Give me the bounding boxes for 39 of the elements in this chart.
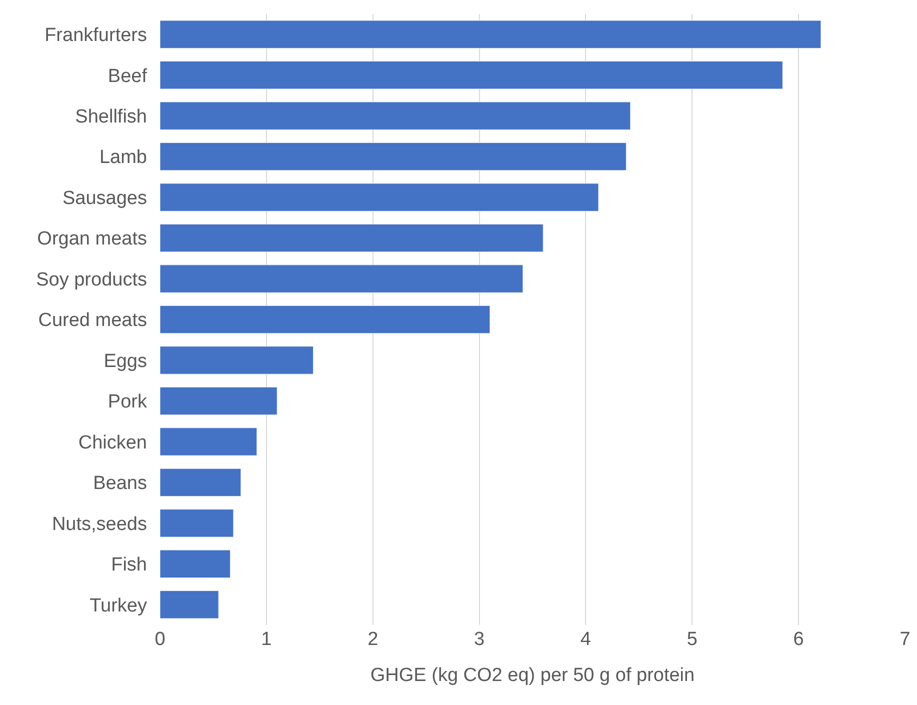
y-tick-label: Soy products — [36, 269, 147, 290]
bar — [160, 183, 599, 212]
bar — [160, 61, 783, 90]
bar — [160, 305, 490, 334]
x-tick-label: 1 — [261, 629, 272, 650]
y-tick-label: Eggs — [104, 350, 147, 372]
y-tick-label: Cured meats — [38, 310, 147, 332]
x-tick-label: 6 — [793, 629, 804, 650]
y-tick-label: Fish — [111, 554, 147, 576]
bar — [160, 102, 631, 130]
bar — [160, 468, 242, 497]
bar — [160, 550, 230, 578]
bar — [160, 20, 822, 48]
y-tick-label: Organ meats — [37, 228, 147, 250]
bar — [160, 346, 314, 374]
y-tick-label: Pork — [108, 392, 148, 413]
bar — [160, 386, 278, 416]
bar — [160, 428, 258, 456]
x-tick-label: 0 — [154, 629, 166, 650]
x-tick-label: 7 — [900, 629, 910, 650]
x-tick-label: 2 — [368, 629, 378, 650]
x-tick-label: 5 — [686, 629, 698, 650]
y-tick-label: Chicken — [78, 432, 147, 454]
y-tick-label: Sausages — [62, 188, 147, 209]
y-tick-label: Beef — [108, 66, 148, 87]
x-axis-title: GHGE (kg CO2 eq) per 50 g of protein — [370, 664, 695, 686]
bar — [160, 590, 219, 619]
bar — [160, 264, 524, 293]
y-tick-label: Lamb — [99, 147, 147, 168]
bar — [160, 509, 234, 538]
y-tick-label: Nuts,seeds — [52, 514, 147, 535]
x-tick-label: 4 — [580, 629, 592, 650]
y-tick-label: Beans — [93, 473, 147, 494]
y-tick-label: Turkey — [90, 595, 148, 616]
x-tick-label: 3 — [474, 629, 485, 650]
bar — [160, 142, 626, 171]
y-tick-label: Shellfish — [75, 106, 147, 128]
y-tick-label: Frankfurters — [44, 25, 147, 46]
bar — [160, 224, 544, 252]
